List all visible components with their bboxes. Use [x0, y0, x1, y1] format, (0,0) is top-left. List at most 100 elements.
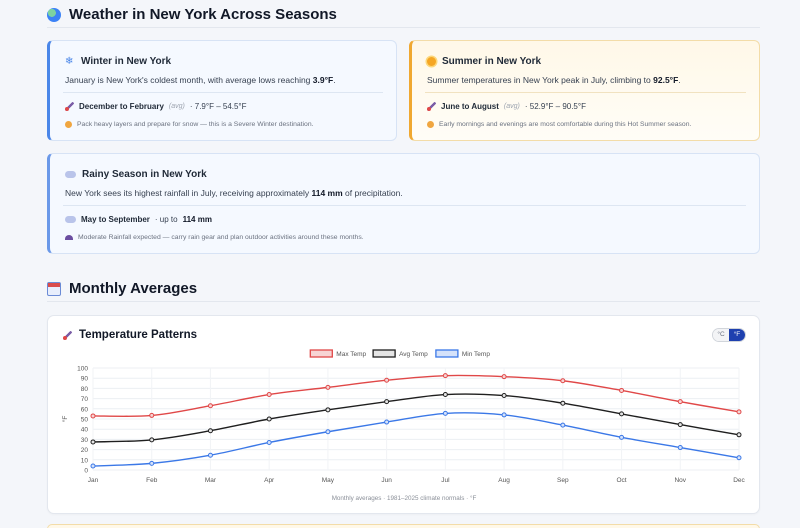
header-divider [47, 27, 760, 28]
divider [63, 205, 746, 206]
section-title: Monthly Averages [69, 280, 198, 297]
x-tick-label: Jun [381, 477, 392, 484]
avg-temp-point [149, 437, 155, 443]
backpack-icon [65, 121, 72, 128]
avg-temp-legend-swatch [372, 349, 396, 358]
min-temp-point [560, 422, 566, 428]
max-temp-legend-swatch [309, 349, 333, 358]
y-tick-label: 0 [84, 468, 88, 475]
unit-celsius-button[interactable]: °C [713, 329, 729, 341]
summer-card-text: Summer temperatures in New York peak in … [427, 75, 681, 85]
avg-temp-point [619, 411, 625, 417]
snowflake-icon: ❄ [65, 56, 74, 67]
divider [425, 92, 746, 93]
summer-range: June to August (avg) · 52.9°F – 90.5°F [427, 102, 586, 111]
page-header: Weather in New York Across Seasons [47, 6, 337, 23]
x-tick-label: May [322, 477, 335, 484]
min-temp-point [266, 439, 272, 445]
x-tick-label: Apr [264, 477, 275, 484]
avg-temp-point [325, 407, 331, 413]
x-tick-label: Dec [733, 477, 745, 484]
y-tick-label: 50 [81, 417, 89, 424]
winter-card-text: January is New York's coldest month, wit… [65, 75, 336, 85]
sun-icon [427, 57, 436, 66]
y-tick-label: 30 [81, 437, 89, 444]
thermometer-icon [427, 102, 436, 111]
max-temp-legend-label: Max Temp [336, 351, 366, 358]
section-divider [47, 301, 760, 302]
x-tick-label: Jan [88, 477, 99, 484]
avg-temp-point [266, 416, 272, 422]
unit-fahrenheit-button[interactable]: °F [729, 329, 745, 341]
min-temp-point [736, 455, 742, 461]
temperature-chart-card: Temperature Patterns °C °F 0 10 20 30 40 50 60… [47, 315, 760, 514]
min-temp-legend-label: Min Temp [462, 351, 490, 358]
winter-low-value: 3.9°F [312, 75, 334, 85]
min-temp-point [384, 419, 390, 425]
max-temp-point [266, 392, 272, 398]
avg-temp-legend-label: Avg Temp [399, 351, 428, 358]
x-tick-label: Nov [674, 477, 686, 484]
y-tick-label: 90 [81, 376, 89, 383]
avg-temp-point [90, 439, 96, 445]
y-tick-label: 100 [77, 366, 88, 373]
avg-temp-point [736, 432, 742, 438]
y-tick-label: 80 [81, 386, 89, 393]
max-temp-point [325, 384, 331, 390]
rainy-card-text: New York sees its highest rainfall in Ju… [65, 188, 403, 198]
y-tick-label: 60 [81, 406, 89, 413]
rainy-tip: Moderate Rainfall expected — carry rain … [65, 234, 364, 241]
sunrise-icon [427, 121, 434, 128]
umbrella-icon [65, 235, 73, 240]
globe-icon [47, 7, 61, 22]
max-temp-line [92, 374, 740, 418]
x-tick-label: Feb [146, 477, 158, 484]
unit-toggle: °C °F [712, 328, 746, 342]
avg-temp-point [207, 428, 213, 434]
max-temp-point [501, 374, 507, 380]
thermometer-icon [63, 330, 72, 340]
next-card-edge [47, 524, 760, 528]
avg-temp-point [442, 392, 448, 398]
y-tick-label: 10 [81, 457, 89, 464]
avg-temp-point [560, 400, 566, 406]
min-temp-point [619, 434, 625, 440]
avg-temp-point [384, 399, 390, 405]
x-tick-label: Sep [557, 477, 569, 484]
x-tick-label: Oct [616, 477, 626, 484]
rainfall-value: 114 mm [311, 188, 343, 198]
y-tick-label: 70 [81, 396, 89, 403]
min-temp-point [149, 460, 155, 466]
min-temp-point [325, 429, 331, 435]
x-tick-label: Aug [498, 477, 510, 484]
winter-card: ❄ Winter in New York January is New York… [47, 40, 397, 141]
min-temp-point [207, 452, 213, 458]
chart-caption: Monthly averages · 1981–2025 climate nor… [332, 494, 477, 502]
winter-tip: Pack heavy layers and prepare for snow —… [65, 121, 314, 128]
rain-cloud-icon [65, 216, 76, 223]
max-temp-point [90, 413, 96, 419]
max-temp-point [560, 378, 566, 384]
avg-temp-point [677, 422, 683, 428]
max-temp-point [384, 377, 390, 383]
min-temp-line [92, 412, 740, 467]
min-temp-legend-swatch [435, 349, 459, 358]
y-axis-label: °F [61, 416, 69, 423]
max-temp-point [207, 403, 213, 409]
summer-card: Summer in New York Summer temperatures i… [409, 40, 760, 141]
max-temp-point [149, 412, 155, 418]
x-tick-label: Mar [205, 477, 217, 484]
min-temp-point [442, 410, 448, 416]
rainy-range: May to September · up to 114 mm [65, 215, 212, 224]
avg-temp-point [501, 393, 507, 399]
min-temp-point [677, 445, 683, 451]
page-title: Weather in New York Across Seasons [69, 6, 337, 23]
max-temp-point [736, 409, 742, 415]
summer-tip: Early mornings and evenings are most com… [427, 121, 691, 128]
max-temp-point [619, 387, 625, 393]
temperature-line-chart: 0 10 20 30 40 50 60 70 80 90 100 Jan Feb Mar Apr May Jun… [61, 349, 746, 502]
winter-range: December to February (avg) · 7.9°F – 54.… [65, 102, 247, 111]
rain-cloud-icon [65, 171, 76, 178]
chart-title: Temperature Patterns [63, 329, 197, 341]
x-tick-label: Jul [441, 477, 450, 484]
